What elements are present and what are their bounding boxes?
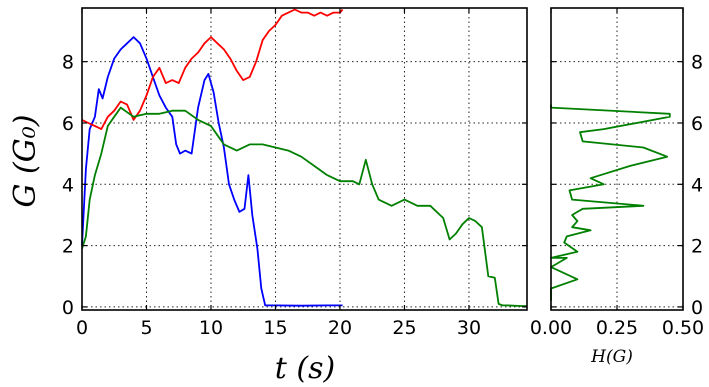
histogram-ytick-label-2: 4 [691, 174, 703, 196]
main-xtick-label-0: 0 [76, 317, 88, 339]
main-ytick-label-2: 4 [62, 174, 74, 196]
main-xtick-label-4: 20 [328, 317, 352, 339]
main-xtick-label-1: 5 [140, 317, 152, 339]
main-series-1 [81, 8, 344, 131]
histogram-ytick-label-0: 0 [691, 297, 703, 319]
histogram-ytick-label-1: 2 [691, 236, 703, 258]
main-x-axis-label: t (s) [275, 351, 335, 386]
main-plot-panel: 0 5 10 15 20 25 30 0 2 4 6 8 [62, 7, 528, 339]
main-xtick-label-3: 15 [263, 317, 287, 339]
main-series-2 [81, 106, 527, 307]
main-ytick-label-4: 8 [62, 52, 74, 74]
histogram-xtick-label-0: 0.00 [530, 317, 572, 339]
main-series-0 [81, 36, 343, 307]
main-ytick-label-1: 2 [62, 236, 74, 258]
main-ytick-label-0: 0 [62, 297, 74, 319]
histogram-ytick-label-3: 6 [691, 113, 703, 135]
histogram-series-0 [550, 104, 671, 301]
histogram-xtick-label-1: 0.25 [596, 317, 638, 339]
main-xtick-label-6: 30 [457, 317, 481, 339]
histogram-x-axis-label: H(G) [590, 347, 633, 367]
main-y-axis-label: G (G₀) [8, 115, 43, 208]
main-ytick-label-3: 6 [62, 113, 74, 135]
main-xtick-label-2: 10 [199, 317, 223, 339]
main-xtick-label-5: 25 [392, 317, 416, 339]
histogram-xtick-label-2: 0.50 [662, 317, 704, 339]
histogram-ytick-label-4: 8 [691, 52, 703, 74]
histogram-plot-panel: 0.00 0.25 0.500 2 4 6 8 [530, 7, 704, 339]
main-frame [81, 7, 528, 311]
